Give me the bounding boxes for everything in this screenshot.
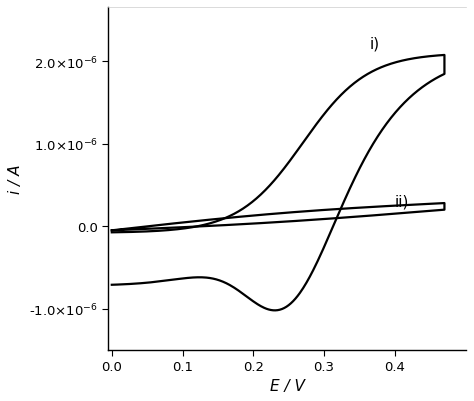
- Y-axis label: i / A: i / A: [9, 164, 23, 194]
- Text: i): i): [370, 36, 380, 51]
- Text: ii): ii): [395, 194, 409, 209]
- X-axis label: E / V: E / V: [270, 378, 304, 393]
